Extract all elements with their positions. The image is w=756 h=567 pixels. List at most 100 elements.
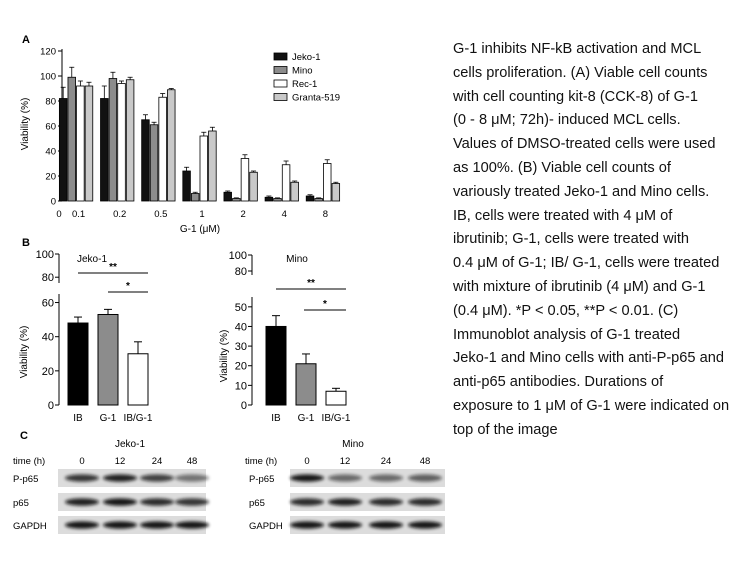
panel-c-left-title: Jeko-1 (115, 439, 145, 450)
tick-label-a-60: 60 (45, 122, 56, 133)
blot-band-p65-1-0 (103, 498, 137, 506)
blot-band-P-p65-0-0 (65, 474, 99, 482)
bar-a-Granta-519-0.1 (84, 85, 94, 202)
chartB2-x-label-IB/G-1: IB/G-1 (322, 413, 351, 424)
chartB1-tick-label-0: 0 (48, 400, 54, 412)
panel-a-zero-label: 0 (56, 209, 61, 220)
bar-a-Mino-0.2 (108, 78, 118, 202)
bar-a-Jeko-1-2 (223, 191, 232, 202)
caption-line: Jeko-1 and Mino cells with anti-P-p65 an… (453, 350, 724, 367)
blot-time-24-0: 24 (152, 456, 163, 467)
blot-time-48-1: 48 (420, 456, 431, 467)
tick-label-a-20: 20 (45, 172, 56, 183)
blot-band-p65-2-1 (369, 498, 403, 506)
chartB1-bar-G-1 (97, 313, 119, 406)
caption-line: Immunoblot analysis of G-1 treated (453, 326, 681, 343)
chartB2-tick-label-50: 50 (235, 302, 247, 314)
blot-row-label-p65-0: p65 (13, 498, 29, 509)
panel-a-label: A (22, 34, 30, 46)
blot-time-48-0: 48 (187, 456, 198, 467)
bar-a-Granta-519-4 (290, 181, 299, 202)
panel-c-label: C (20, 430, 28, 442)
blot-band-P-p65-1-0 (103, 474, 137, 482)
caption-line: (0 - 8 μM; 72h)- induced MCL cells. (453, 112, 681, 129)
bar-a-Granta-519-1 (208, 130, 217, 202)
bar-a-Jeko-1-0.1 (58, 98, 68, 202)
bar-a-Rec-1-0.1 (76, 85, 85, 202)
chartB1-x-label-IB: IB (73, 413, 83, 424)
blot-band-P-p65-0-1 (290, 474, 324, 482)
chartB1-tick-label-40: 40 (42, 332, 54, 344)
bar-a-Rec-1-8 (323, 163, 332, 202)
chartB2-bar-IB/G-1 (325, 390, 347, 406)
chartB2-sig-label-1: * (323, 299, 327, 310)
chartB1-bar-IB/G-1 (127, 353, 149, 406)
blot-band-GAPDH-3-1 (408, 521, 442, 529)
tick-label-a-80: 80 (45, 97, 56, 108)
chartB1-tick-label-20: 20 (42, 366, 54, 378)
blot-row-label-P-p65-1: P-p65 (249, 474, 274, 485)
legend-swatch-Rec-1 (273, 79, 288, 88)
blot-band-P-p65-3-1 (408, 474, 442, 482)
blot-band-GAPDH-0-0 (65, 521, 99, 529)
caption-line: 0.4 μM of G-1; IB/ G-1, cells were treat… (453, 255, 720, 272)
bar-a-Rec-1-0.2 (117, 83, 126, 202)
bar-a-Jeko-1-8 (305, 195, 315, 202)
blot-time-24-1: 24 (381, 456, 392, 467)
chartB2-tick-label-20: 20 (235, 361, 247, 373)
blot-band-P-p65-2-0 (140, 474, 174, 482)
blot-band-p65-2-0 (140, 498, 174, 506)
blot-band-GAPDH-3-0 (175, 521, 209, 529)
caption-line: as 100%. (B) Viable cell counts of (453, 159, 671, 176)
chartB2-tick-label-40: 40 (235, 321, 247, 333)
bar-a-Rec-1-4 (281, 164, 291, 202)
blot-band-GAPDH-1-1 (328, 521, 362, 529)
panel-c-right-title: Mino (342, 439, 364, 450)
chartB1-tick-label-60: 60 (42, 298, 54, 310)
tick-label-a-120: 120 (40, 47, 56, 58)
blot-strip-p65-1 (290, 493, 445, 511)
tick-label-a-100: 100 (40, 72, 56, 83)
caption-line: with mixture of ibrutinib (4 μM) and G-1 (453, 278, 706, 295)
chartB1-bar-IB (67, 322, 89, 406)
caption-line: anti-p65 antibodies. Durations of (453, 374, 664, 391)
panel-b-left-title: Jeko-1 (77, 254, 107, 265)
bar-a-Rec-1-2 (240, 158, 250, 202)
chartB1-sig-label-1: * (126, 281, 130, 292)
x-tick-label-a-0.1: 0.1 (72, 209, 85, 220)
panel-b-right-ylabel: Viability (%) (219, 330, 230, 383)
blot-band-p65-3-1 (408, 498, 442, 506)
x-tick-label-a-4: 4 (282, 209, 287, 220)
x-tick-label-a-1: 1 (199, 209, 204, 220)
bar-a-Jeko-1-1 (182, 170, 191, 202)
legend-label-Granta-519: Granta-519 (292, 93, 340, 104)
bar-a-Mino-0.1 (67, 76, 76, 202)
tick-label-a-40: 40 (45, 147, 56, 158)
x-tick-label-a-0.2: 0.2 (113, 209, 126, 220)
chartB2-tick-label-10: 10 (235, 380, 247, 392)
blot-time-12-1: 12 (340, 456, 351, 467)
bar-a-Mino-1 (190, 193, 200, 202)
caption-line: G-1 inhibits NF-kB activation and MCL (453, 41, 702, 57)
legend-swatch-Granta-519 (273, 93, 288, 101)
figure-caption: G-1 inhibits NF-kB activation and MCL cel… (453, 38, 753, 443)
bar-a-Granta-519-0.2 (125, 79, 135, 202)
blot-band-GAPDH-1-0 (103, 521, 137, 529)
panel-a-ylabel: Viability (%) (20, 98, 31, 151)
bar-a-Rec-1-1 (199, 135, 208, 202)
legend-label-Jeko-1: Jeko-1 (292, 52, 321, 63)
tick-label-a-0: 0 (51, 197, 56, 208)
caption-line: top of the image (453, 421, 558, 438)
blot-band-p65-1-1 (328, 498, 362, 506)
viability-bar-chart-a: 0 20 40 60 80 100 120 0.1 0.2 0.5 1 2 4 8 Jeko-1 Mino Re… (40, 47, 340, 221)
bar-a-Granta-519-8 (331, 183, 341, 202)
blot-time-12-0: 12 (115, 456, 126, 467)
chartB2-tick-label-0: 0 (241, 400, 247, 412)
blot-strip-P-p65-1 (290, 469, 445, 487)
panel-b-label: B (22, 237, 30, 249)
bar-a-Mino-2 (232, 198, 241, 202)
legend-swatch-Jeko-1 (273, 52, 288, 61)
caption-line: Values of DMSO-treated cells were used (453, 136, 716, 153)
blot-strip-GAPDH-1 (290, 516, 445, 534)
figure: A Viability (%) G-1 (μM) 0 0204060801001… (13, 34, 445, 534)
